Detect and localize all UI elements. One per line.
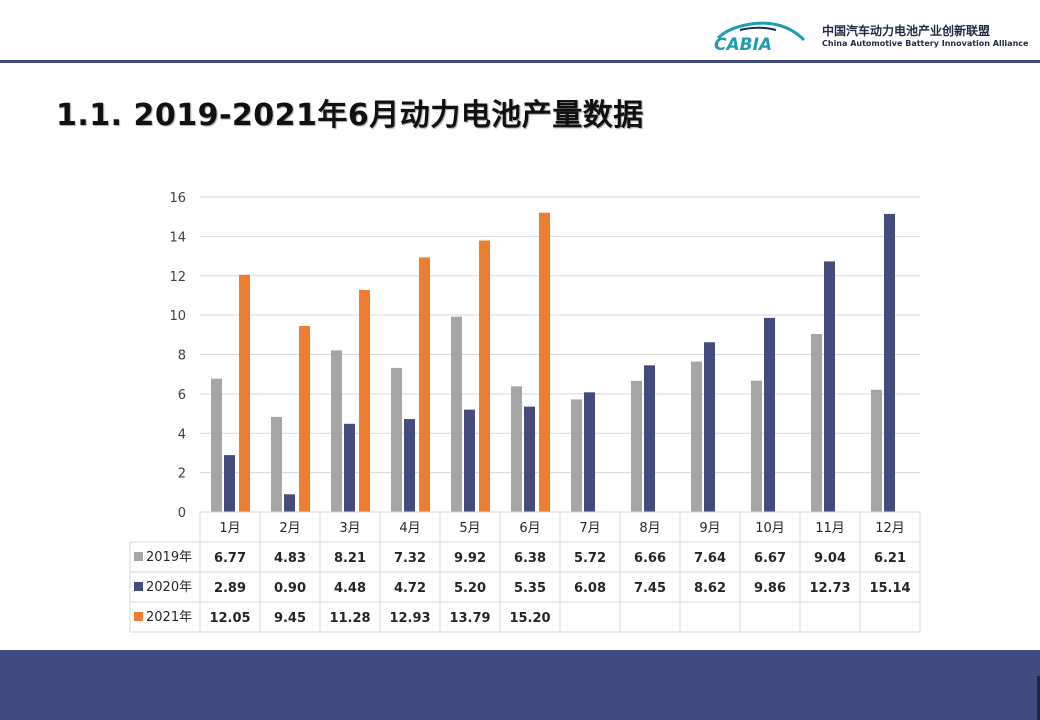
bar-2020年-5月 (464, 409, 475, 512)
org-name-en: China Automotive Battery Innovation Alli… (822, 39, 1029, 48)
y-tick-label: 10 (169, 309, 186, 324)
bar-2020年-1月 (224, 455, 235, 512)
bar-2019年-7月 (571, 399, 582, 512)
bar-2021年-1月 (239, 274, 250, 512)
data-label: 4.48 (334, 581, 366, 596)
bar-2020年-2月 (284, 494, 295, 512)
y-tick-label: 8 (178, 349, 186, 364)
x-tick-label: 11月 (815, 521, 845, 536)
x-tick-label: 5月 (459, 521, 480, 536)
data-label: 12.73 (809, 581, 850, 596)
data-label: 8.62 (694, 581, 726, 596)
data-label: 2.89 (214, 581, 246, 596)
x-tick-label: 6月 (519, 521, 540, 536)
bar-2020年-6月 (524, 406, 535, 512)
bar-2019年-6月 (511, 386, 522, 512)
header-divider (0, 60, 1040, 63)
bar-2020年-8月 (644, 365, 655, 512)
legend-label: 2019年 (146, 550, 192, 565)
data-label: 9.04 (814, 551, 846, 566)
cabia-logo: CABIA 中国汽车动力电池产业创新联盟 China Automotive Ba… (712, 18, 1028, 52)
data-label: 7.32 (394, 551, 426, 566)
bar-2019年-4月 (391, 367, 402, 512)
bar-2021年-3月 (359, 289, 370, 512)
data-label: 12.05 (209, 611, 250, 626)
y-tick-label: 2 (178, 467, 186, 482)
x-tick-label: 2月 (279, 521, 300, 536)
data-label: 9.92 (454, 551, 486, 566)
page-title: 1.1. 2019-2021年6月动力电池产量数据 (56, 98, 644, 133)
monthly-production-chart: 0 2 4 6 8 10 12 14 16 1月 2月 3月 4月 5月 6月 7月 8月 9月 10月 11月 12月… (129, 191, 921, 633)
x-tick-label: 3月 (339, 521, 360, 536)
x-tick-label: 10月 (755, 521, 785, 536)
data-label: 6.21 (874, 551, 906, 566)
footer-bar (0, 650, 1040, 720)
data-label: 6.38 (514, 551, 546, 566)
data-label: 15.14 (869, 581, 910, 596)
data-label: 6.67 (754, 551, 786, 566)
bar-2019年-3月 (331, 350, 342, 512)
bar-2019年-8月 (631, 380, 642, 512)
data-label: 7.45 (634, 581, 666, 596)
bar-2021年-6月 (539, 212, 550, 512)
data-label: 9.86 (754, 581, 786, 596)
legend-swatch-2020年 (134, 582, 143, 591)
car-swoosh-icon: CABIA (714, 21, 806, 52)
x-tick-label: 12月 (875, 521, 905, 536)
data-label: 6.66 (634, 551, 666, 566)
legend-swatch-2019年 (134, 552, 143, 561)
bar-2020年-3月 (344, 423, 355, 512)
bar-2021年-4月 (419, 257, 430, 512)
data-label: 6.08 (574, 581, 606, 596)
bar-2019年-12月 (871, 389, 882, 512)
data-label: 5.72 (574, 551, 606, 566)
y-tick-label: 6 (178, 388, 186, 403)
footer-edge-accent (1037, 676, 1040, 720)
data-label: 5.20 (454, 581, 486, 596)
bar-2019年-2月 (271, 416, 282, 512)
x-tick-label: 8月 (639, 521, 660, 536)
x-tick-label: 4月 (399, 521, 420, 536)
bar-2019年-5月 (451, 316, 462, 512)
data-label: 7.64 (694, 551, 726, 566)
y-tick-label: 16 (169, 191, 186, 206)
data-label: 13.79 (449, 611, 490, 626)
y-tick-label: 4 (178, 427, 186, 442)
logo-wordmark: CABIA (714, 35, 772, 52)
bar-2020年-11月 (824, 261, 835, 512)
y-tick-label: 0 (178, 506, 186, 521)
x-tick-label: 9月 (699, 521, 720, 536)
data-label: 9.45 (274, 611, 306, 626)
data-label: 8.21 (334, 551, 366, 566)
data-label: 6.77 (214, 551, 246, 566)
bar-2019年-1月 (211, 378, 222, 512)
bar-2020年-12月 (884, 213, 895, 512)
data-label: 4.83 (274, 551, 306, 566)
bar-2020年-4月 (404, 419, 415, 512)
legend-swatch-2021年 (134, 612, 143, 621)
x-tick-label: 1月 (219, 521, 240, 536)
y-tick-label: 12 (169, 270, 186, 285)
bar-2019年-11月 (811, 334, 822, 512)
bar-2019年-10月 (751, 380, 762, 512)
org-name-cn: 中国汽车动力电池产业创新联盟 (822, 24, 991, 38)
legend-label: 2021年 (146, 610, 192, 625)
bar-2019年-9月 (691, 361, 702, 512)
bar-2020年-10月 (764, 317, 775, 512)
bar-2021年-2月 (299, 325, 310, 512)
bar-2020年-9月 (704, 342, 715, 512)
legend-label: 2020年 (146, 580, 192, 595)
bar-2020年-7月 (584, 392, 595, 512)
data-label: 5.35 (514, 581, 546, 596)
bar-2021年-5月 (479, 240, 490, 512)
data-label: 11.28 (329, 611, 370, 626)
data-label: 15.20 (509, 611, 550, 626)
data-label: 4.72 (394, 581, 426, 596)
x-tick-label: 7月 (579, 521, 600, 536)
y-tick-label: 14 (169, 230, 186, 245)
data-label: 12.93 (389, 611, 430, 626)
data-label: 0.90 (274, 581, 306, 596)
